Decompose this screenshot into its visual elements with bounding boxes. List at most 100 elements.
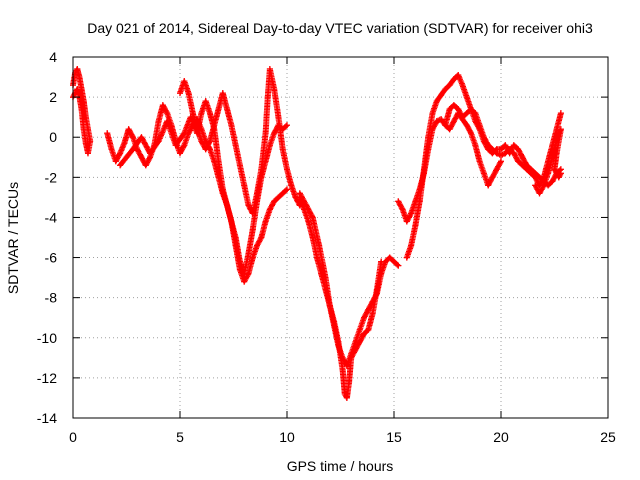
data-point [305, 218, 312, 225]
data-point [232, 142, 239, 149]
data-point [206, 110, 213, 117]
data-point [82, 140, 89, 147]
data-point [549, 154, 556, 161]
data-point [446, 82, 453, 89]
data-point [429, 110, 436, 117]
data-point [215, 158, 222, 165]
data-point [361, 330, 368, 337]
data-point [159, 102, 166, 109]
data-point [510, 142, 517, 149]
data-point [450, 118, 457, 125]
data-point [228, 122, 235, 129]
data-point [322, 274, 329, 281]
y-tick-label: -4 [45, 209, 58, 225]
data-point [194, 126, 201, 133]
y-tick-label: 0 [49, 129, 57, 145]
data-point [442, 122, 449, 129]
data-point [185, 90, 192, 97]
chart-title: Day 021 of 2014, Sidereal Day-to-day VTE… [87, 20, 593, 36]
data-point [275, 194, 282, 201]
data-point [219, 186, 226, 193]
data-point [373, 290, 380, 297]
data-point [455, 106, 462, 113]
data-point [138, 154, 145, 161]
data-point [206, 138, 213, 145]
data-point [498, 146, 504, 153]
data-point [557, 126, 564, 133]
data-point [485, 182, 492, 189]
data-point [515, 146, 522, 153]
data-point [472, 110, 479, 117]
data-point [249, 254, 256, 261]
y-tick-label: -14 [37, 410, 57, 426]
x-tick-label: 5 [176, 429, 184, 445]
data-point [177, 150, 183, 157]
data-point [555, 130, 562, 137]
data-point [438, 92, 445, 99]
data-point [502, 142, 509, 149]
data-point [480, 170, 487, 177]
data-point [142, 162, 149, 169]
data-point [557, 110, 564, 117]
data-point [553, 150, 560, 157]
data-point [271, 86, 278, 93]
data-point [121, 140, 128, 147]
data-point [403, 218, 410, 225]
data-point [262, 218, 269, 225]
x-tick-label: 0 [69, 429, 77, 445]
data-point [446, 106, 453, 113]
data-point [309, 214, 316, 221]
data-point [489, 146, 496, 153]
data-point [104, 130, 111, 137]
data-point [264, 94, 271, 101]
data-point [438, 116, 445, 123]
data-point [271, 198, 278, 205]
y-axis-label: SDTVAR / TECUs [5, 182, 21, 294]
data-point [339, 366, 346, 373]
x-tick-label: 10 [279, 429, 295, 445]
data-point [155, 138, 162, 145]
data-point [262, 130, 269, 137]
data-point [164, 118, 171, 125]
data-point [236, 258, 243, 265]
data-point [391, 258, 397, 265]
plot-frame [72, 56, 609, 419]
data-point [463, 110, 470, 117]
data-point [211, 122, 218, 129]
data-point [433, 98, 440, 105]
data-point [515, 158, 522, 165]
data-point [284, 122, 290, 129]
data-point [279, 146, 286, 153]
data-point [177, 90, 183, 97]
data-point [472, 142, 479, 149]
data-point [232, 234, 239, 241]
data-point [433, 118, 440, 125]
data-point [463, 122, 470, 129]
data-point [549, 178, 556, 185]
data-point [271, 130, 278, 137]
y-tick-label: -6 [45, 250, 58, 266]
y-tick-label: -12 [37, 370, 57, 386]
data-point [476, 158, 483, 165]
data-point [303, 202, 310, 209]
data-point [455, 72, 462, 79]
data-point [331, 322, 338, 329]
series-track-3 [117, 98, 290, 277]
data-point [326, 302, 333, 309]
data-point [335, 342, 342, 349]
data-point [266, 66, 273, 73]
data-point [532, 182, 539, 189]
data-point [123, 154, 130, 161]
data-point [258, 166, 265, 173]
data-point [356, 326, 363, 333]
data-point [266, 206, 273, 213]
data-point [519, 154, 526, 161]
data-point [181, 130, 188, 137]
data-point [236, 162, 243, 169]
data-point [369, 298, 376, 305]
data-point [125, 126, 132, 133]
series-track-7 [395, 110, 504, 225]
data-point [551, 166, 558, 173]
data-point [519, 162, 526, 169]
data-point [386, 254, 393, 261]
